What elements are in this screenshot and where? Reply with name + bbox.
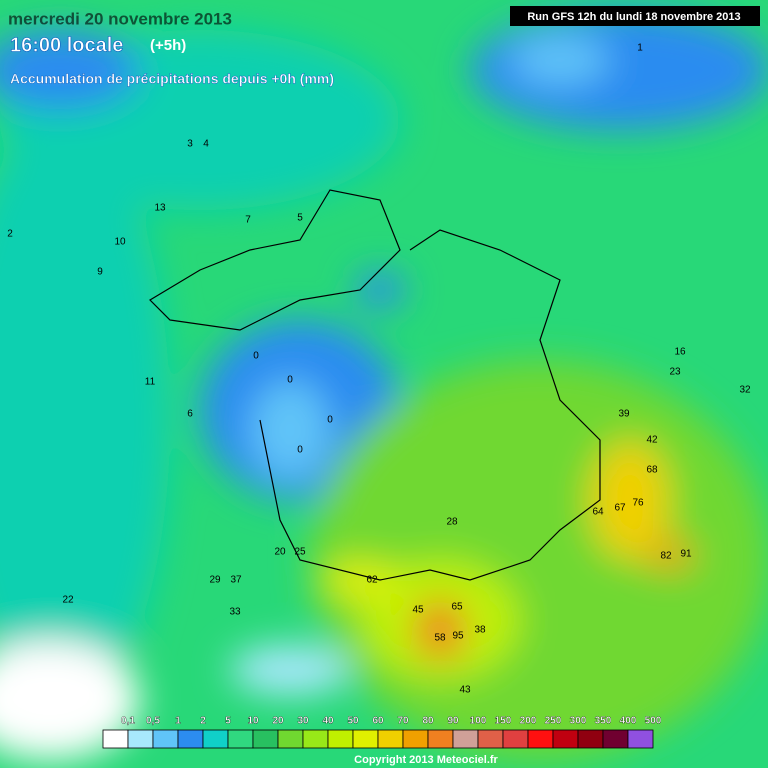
time: 16:00 locale — [10, 34, 123, 56]
map-value: 4 — [203, 139, 209, 150]
legend-label: 0,5 — [146, 716, 160, 727]
legend-swatch — [352, 729, 379, 749]
legend-swatch — [627, 729, 654, 749]
map-value: 38 — [474, 625, 486, 636]
map-value: 1 — [637, 43, 643, 54]
map-value: 10 — [114, 237, 126, 248]
legend-swatch — [152, 729, 179, 749]
precip-field — [0, 10, 768, 760]
legend-label: 60 — [372, 716, 384, 727]
legend-swatch — [502, 729, 529, 749]
legend-swatch — [252, 729, 279, 749]
map-value: 39 — [618, 409, 630, 420]
legend-swatch — [552, 729, 579, 749]
legend-swatch — [477, 729, 504, 749]
legend-swatch — [577, 729, 604, 749]
map-value: 25 — [294, 547, 306, 558]
map-values: 9591827667656462685842393223164543383733… — [7, 43, 751, 696]
legend-label: 20 — [272, 716, 284, 727]
legend-label: 5 — [225, 716, 231, 727]
legend-swatch — [377, 729, 404, 749]
legend-swatch — [602, 729, 629, 749]
date: mercredi 20 novembre 2013 — [8, 9, 232, 28]
run-box — [510, 6, 760, 26]
legend-swatch — [102, 729, 129, 749]
legend-swatch — [202, 729, 229, 749]
map-value: 65 — [451, 602, 463, 613]
legend-swatch — [427, 729, 454, 749]
copyright: Copyright 2013 Meteociel.fr — [354, 754, 498, 766]
map-value: 22 — [62, 595, 74, 606]
legend-label: 70 — [397, 716, 409, 727]
map-value: 0 — [297, 445, 303, 456]
legend-swatch — [402, 729, 429, 749]
map-value: 7 — [245, 215, 251, 226]
map-value: 0 — [253, 351, 259, 362]
legend-label: 90 — [447, 716, 459, 727]
legend-label: 150 — [495, 716, 512, 727]
map-value: 2 — [7, 229, 13, 240]
subtitle: Accumulation de précipitations depuis +0… — [10, 71, 334, 87]
map-value: 29 — [209, 575, 221, 586]
legend-label: 1 — [175, 716, 181, 727]
map-value: 33 — [229, 607, 241, 618]
map-value: 91 — [680, 549, 692, 560]
legend-label: 400 — [620, 716, 637, 727]
legend-label: 0,1 — [121, 716, 135, 727]
legend-swatch — [302, 729, 329, 749]
legend-swatch — [527, 729, 554, 749]
map-value: 58 — [434, 633, 446, 644]
legend-label: 10 — [247, 716, 259, 727]
map-value: 32 — [739, 385, 751, 396]
legend-swatch — [277, 729, 304, 749]
map-value: 43 — [459, 685, 471, 696]
legend-label: 100 — [470, 716, 487, 727]
legend-label: 500 — [645, 716, 662, 727]
legend-label: 200 — [520, 716, 537, 727]
legend-label: 50 — [347, 716, 359, 727]
map-value: 23 — [669, 367, 681, 378]
map-value: 76 — [632, 498, 644, 509]
legend-label: 300 — [570, 716, 587, 727]
borders — [149, 189, 601, 581]
legend-swatch — [227, 729, 254, 749]
map-value: 95 — [452, 631, 464, 642]
map-value: 9 — [97, 267, 103, 278]
map-value: 37 — [230, 575, 242, 586]
offset: (+5h) — [150, 37, 186, 54]
legend-label: 80 — [422, 716, 434, 727]
map-value: 42 — [646, 435, 658, 446]
map-value: 62 — [366, 575, 378, 586]
map-value: 5 — [297, 213, 303, 224]
run-info: Run GFS 12h du lundi 18 novembre 2013 — [527, 11, 740, 23]
legend-label: 30 — [297, 716, 309, 727]
legend-swatch — [177, 729, 204, 749]
map-value: 20 — [274, 547, 286, 558]
map-value: 16 — [674, 347, 686, 358]
map-value: 64 — [592, 507, 604, 518]
legend-label: 2 — [200, 716, 206, 727]
map-value: 6 — [187, 409, 193, 420]
map-value: 67 — [614, 503, 626, 514]
legend: 0,1 0,5 1 2 5 10 20 30 40 50 60 70 80 90 100 150 200 250 3… — [102, 715, 662, 749]
map-value: 45 — [412, 605, 424, 616]
map-value: 11 — [145, 377, 156, 388]
map-value: 0 — [327, 415, 333, 426]
map-value: 13 — [154, 203, 166, 214]
map-value: 68 — [646, 465, 658, 476]
map-value: 3 — [187, 139, 193, 150]
legend-swatch — [127, 729, 154, 749]
map-value: 28 — [446, 517, 458, 528]
map-value: 0 — [287, 375, 293, 386]
legend-label: 40 — [322, 716, 334, 727]
legend-swatch — [327, 729, 354, 749]
legend-swatch — [452, 729, 479, 749]
legend-label: 250 — [545, 716, 562, 727]
map-value: 82 — [660, 551, 672, 562]
legend-label: 350 — [595, 716, 612, 727]
